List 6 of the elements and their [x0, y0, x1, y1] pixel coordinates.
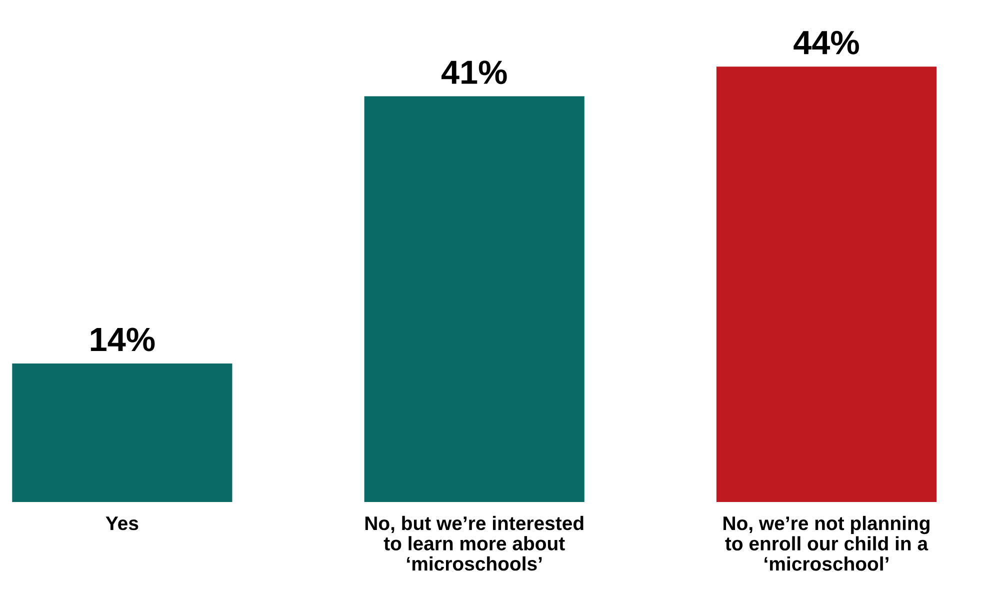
x-tick-label: Yes [106, 516, 138, 530]
x-tick-label: No, we’re not planning to enroll our child in a ‘microschool’ [724, 516, 930, 571]
data-label: 44% [794, 30, 859, 54]
data-label: 41% [441, 60, 507, 84]
x-tick-label: No, but we’re interested to learn more about ‘microschools’ [365, 516, 584, 571]
data-label: 14% [90, 328, 155, 352]
